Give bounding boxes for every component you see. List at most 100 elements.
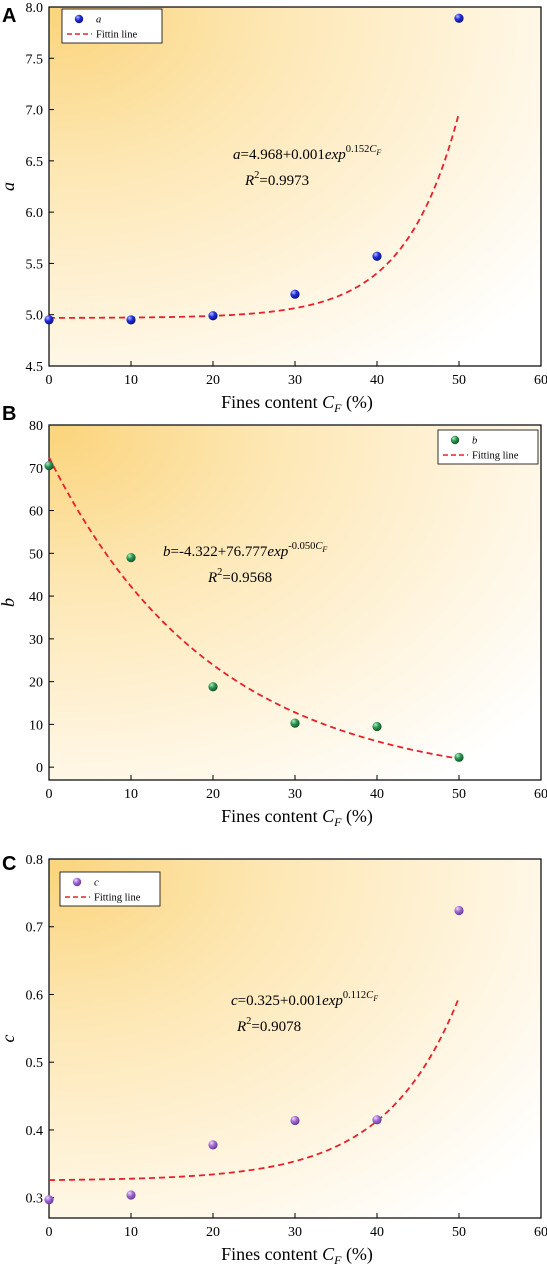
fit-equation: a=4.968+0.001exp0.152CF (233, 144, 381, 163)
x-tick-label: 50 (452, 373, 466, 388)
y-tick-label: 5.5 (26, 257, 44, 272)
x-tick-label: 20 (206, 1225, 220, 1240)
y-tick-label: 4.5 (26, 360, 44, 375)
plot-area (49, 859, 541, 1218)
data-point (126, 552, 136, 563)
data-point (44, 1195, 54, 1205)
x-tick-label: 50 (452, 1225, 466, 1240)
legend-fit-label: Fitting line (94, 893, 141, 904)
panel-A: A 4.5 5.0 5.5 6.0 6.5 7.0 7.5 8.0 0 10 20 30 40 50 60 Fi… (0, 1, 547, 415)
legend-fit-label: Fitting line (472, 451, 519, 462)
legend-box (437, 429, 539, 465)
x-tick-label: 10 (124, 1225, 138, 1240)
data-point (44, 315, 54, 325)
fit-line (48, 997, 460, 1181)
fit-line (49, 112, 460, 319)
x-tick-label: 60 (534, 787, 547, 802)
x-tick-label: 60 (534, 1225, 547, 1240)
x-tick-label: 10 (124, 373, 138, 388)
data-point (290, 1115, 300, 1126)
y-tick-label: 80 (29, 419, 43, 434)
x-axis-label: Fines content CF (%) (221, 806, 373, 829)
data-point (44, 461, 54, 471)
legend-series-label: c (94, 878, 99, 889)
fit-equation: b=-4.322+76.777exp-0.050CF (163, 541, 327, 560)
data-point (208, 682, 218, 692)
plot-area (49, 7, 541, 366)
panel-C: C 0.3 0.4 0.5 0.6 0.7 0.8 0 10 20 30 40 50 60 Fines co… (0, 853, 547, 1267)
data-point (372, 1115, 382, 1125)
y-tick-label: 0.3 (26, 1192, 44, 1207)
x-tick-label: 0 (46, 1225, 53, 1240)
x-tick-label: 10 (124, 787, 138, 802)
panel-letter: C (2, 853, 16, 875)
y-tick-label: 0.5 (26, 1056, 44, 1071)
x-tick-label: 40 (370, 373, 384, 388)
x-tick-label: 40 (370, 1225, 384, 1240)
y-tick-label: 30 (29, 633, 43, 648)
y-tick-label: 0.6 (26, 988, 44, 1003)
x-tick-label: 20 (206, 373, 220, 388)
y-tick-label: 0.8 (26, 853, 44, 868)
y-axis-label: a (0, 182, 18, 191)
y-tick-label: 50 (29, 547, 43, 562)
y-tick-label: 5.0 (26, 309, 44, 324)
y-tick-label: 20 (29, 676, 43, 691)
data-point (454, 752, 464, 762)
data-point (208, 311, 218, 321)
y-tick-label: 0 (36, 761, 43, 776)
y-tick-label: 70 (29, 462, 43, 477)
x-tick-label: 30 (288, 1225, 302, 1240)
y-tick-label: 8.0 (26, 1, 44, 16)
x-tick-label: 30 (288, 373, 302, 388)
data-point (372, 721, 382, 732)
panel-B: B 0 10 20 30 40 50 60 70 80 0 10 20 30 40 50 60 Fines con… (0, 403, 547, 829)
x-axis-label: Fines content CF (%) (221, 1244, 373, 1267)
legend: b Fitting line (437, 429, 539, 465)
legend: c Fitting line (59, 871, 161, 907)
x-axis-label: Fines content CF (%) (221, 392, 373, 415)
r-squared: R2=0.9973 (244, 170, 309, 189)
fit-line (48, 456, 460, 760)
data-point (454, 905, 464, 916)
legend-box (59, 871, 161, 907)
data-point (126, 315, 136, 325)
y-tick-label: 0.7 (26, 921, 44, 936)
x-tick-label: 0 (46, 787, 53, 802)
y-tick-label: 60 (29, 505, 43, 520)
data-point (126, 1190, 136, 1200)
r-squared: R2=0.9568 (207, 567, 272, 586)
axes-frame (48, 424, 542, 781)
data-point (208, 1140, 218, 1150)
y-axis-label: b (0, 598, 18, 607)
y-tick-label: 6.5 (26, 155, 44, 170)
x-tick-label: 20 (206, 787, 220, 802)
y-tick-label: 6.0 (26, 206, 44, 221)
x-tick-label: 60 (534, 373, 547, 388)
axes-frame (48, 6, 542, 367)
axes-frame (48, 858, 542, 1219)
x-tick-label: 30 (288, 787, 302, 802)
y-tick-label: 10 (29, 718, 43, 733)
legend: a Fittin line (61, 8, 163, 44)
x-tick-label: 40 (370, 787, 384, 802)
legend-fit-label: Fittin line (96, 30, 137, 41)
data-point (372, 251, 382, 261)
x-tick-label: 50 (452, 787, 466, 802)
y-tick-label: 7.5 (26, 52, 44, 67)
panel-letter: A (2, 5, 16, 27)
x-tick-label: 0 (46, 373, 53, 388)
fit-equation: c=0.325+0.001exp0.112CF (231, 990, 378, 1009)
y-axis-label: c (0, 1035, 18, 1043)
y-tick-label: 0.4 (26, 1124, 44, 1139)
r-squared: R2=0.9078 (236, 1016, 301, 1035)
data-point (290, 289, 300, 299)
panel-letter: B (2, 403, 16, 425)
data-point (290, 718, 300, 728)
legend-series-label: b (472, 436, 477, 447)
data-point (454, 13, 464, 23)
y-tick-label: 40 (29, 590, 43, 605)
legend-marker (74, 14, 84, 24)
legend-marker (450, 435, 460, 445)
